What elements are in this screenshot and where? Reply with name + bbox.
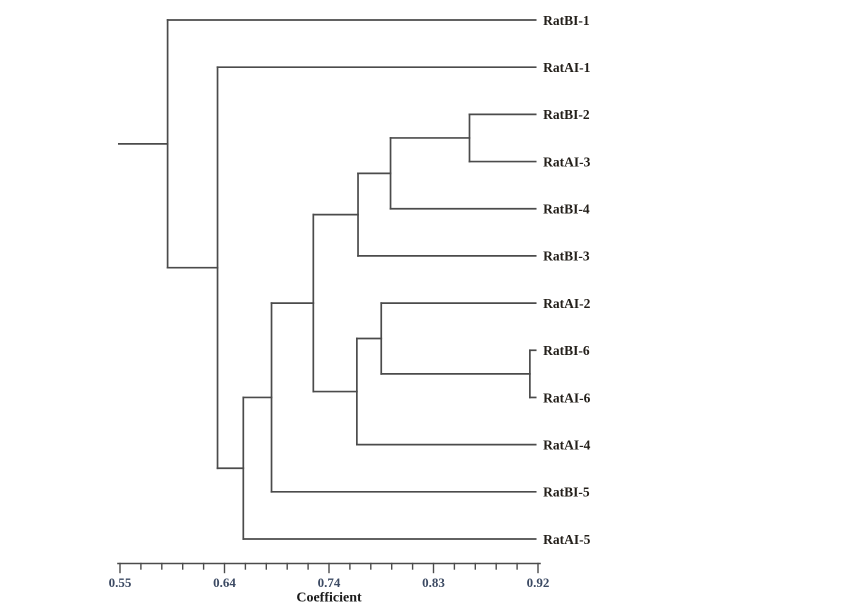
leaf-label-RatAI-4: RatAI-4: [543, 437, 590, 452]
leaf-label-RatAI-1: RatAI-1: [543, 60, 590, 75]
axis-tick-label: 0.92: [527, 575, 550, 590]
axis-tick-label: 0.74: [318, 575, 341, 590]
leaf-label-RatBI-4: RatBI-4: [543, 202, 590, 217]
leaf-label-RatAI-2: RatAI-2: [543, 296, 590, 311]
leaf-label-RatBI-6: RatBI-6: [543, 343, 590, 358]
leaf-label-RatBI-3: RatBI-3: [543, 249, 590, 264]
axis-tick-label: 0.55: [109, 575, 132, 590]
leaf-label-RatBI-5: RatBI-5: [543, 485, 590, 500]
leaf-label-RatAI-3: RatAI-3: [543, 154, 590, 169]
leaf-label-RatAI-5: RatAI-5: [543, 532, 590, 547]
leaf-label-RatAI-6: RatAI-6: [543, 390, 590, 405]
axis-tick-label: 0.64: [213, 575, 236, 590]
leaf-label-RatBI-1: RatBI-1: [543, 13, 590, 28]
axis-tick-label: 0.83: [422, 575, 445, 590]
leaf-label-RatBI-2: RatBI-2: [543, 107, 590, 122]
axis-title: Coefficient: [296, 591, 362, 606]
